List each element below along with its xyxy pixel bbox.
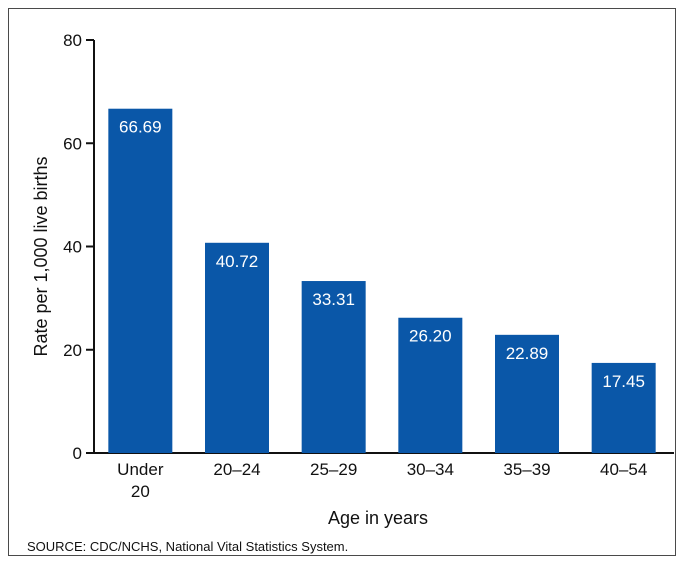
x-tick-label: 20–24 [213, 460, 260, 479]
bar-value-label: 33.31 [312, 290, 355, 309]
x-tick-label: 35–39 [503, 460, 550, 479]
x-tick-label: 25–29 [310, 460, 357, 479]
x-axis-title: Age in years [328, 508, 428, 528]
x-tick-label-line: 40–54 [600, 460, 647, 479]
bar-value-label: 40.72 [216, 252, 259, 271]
y-axis-title: Rate per 1,000 live births [31, 156, 51, 356]
y-tick-label: 20 [63, 341, 82, 360]
y-tick-label: 60 [63, 134, 82, 153]
y-tick-label: 0 [73, 444, 82, 463]
bar-value-label: 17.45 [602, 372, 645, 391]
bar [591, 362, 656, 453]
x-tick-label-line: Under [117, 460, 164, 479]
source-note: SOURCE: CDC/NCHS, National Vital Statist… [27, 539, 349, 554]
bar [205, 242, 269, 453]
x-tick-label-line: 20–24 [213, 460, 260, 479]
bar [398, 317, 463, 453]
y-tick-label: 40 [63, 238, 82, 257]
bar [495, 334, 559, 453]
x-tick-label-line: 30–34 [407, 460, 454, 479]
x-tick-label: 30–34 [407, 460, 454, 479]
x-tick-label-line: 25–29 [310, 460, 357, 479]
bar-value-label: 22.89 [506, 344, 549, 363]
x-tick-label: Under 20 [117, 460, 164, 501]
bar [301, 281, 366, 453]
y-tick-label: 80 [63, 31, 82, 50]
bar [108, 108, 173, 453]
x-tick-label-line: 20 [131, 482, 150, 501]
x-tick-label: 40–54 [600, 460, 647, 479]
bar-value-label: 66.69 [119, 118, 162, 137]
x-tick-label-line: 35–39 [503, 460, 550, 479]
bar-value-label: 26.20 [409, 327, 452, 346]
